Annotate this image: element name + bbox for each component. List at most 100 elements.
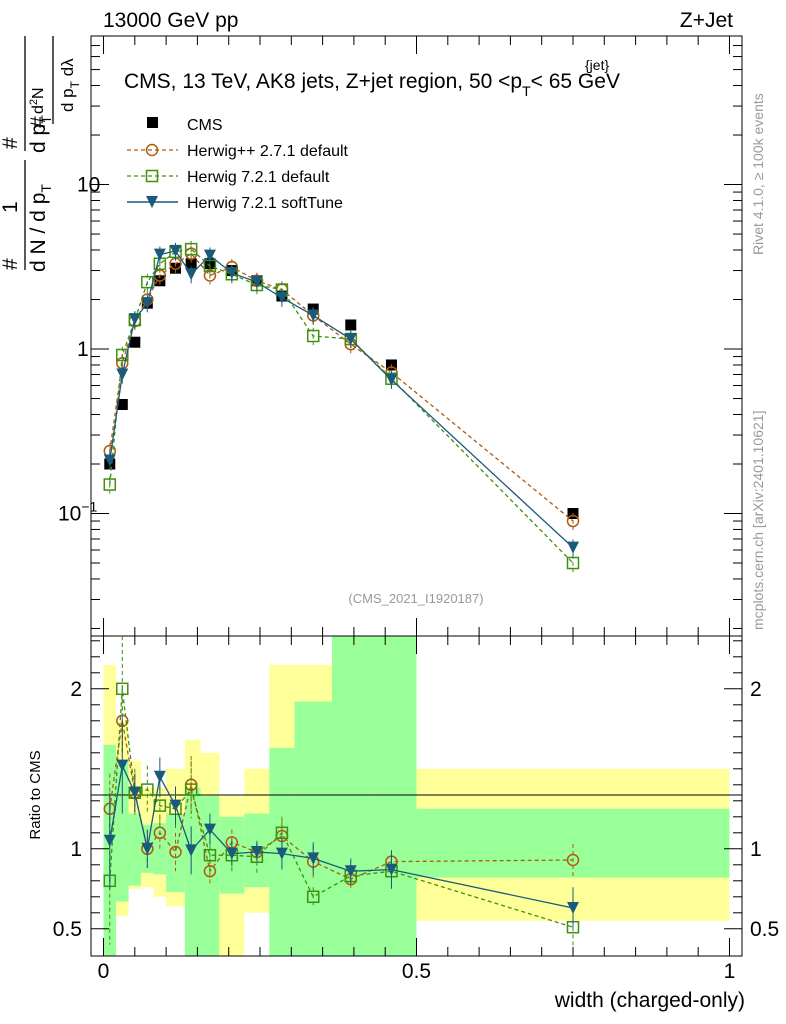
process-label: Z+Jet	[680, 9, 733, 32]
ratio-y-tick-label: 0.5	[53, 918, 82, 941]
herwig-soft-ratio-point	[566, 902, 579, 914]
svg-text:#: #	[0, 258, 22, 270]
herwig-soft-main-point	[566, 541, 579, 554]
herwig-soft-main-point	[225, 266, 238, 279]
ratio-band-inner	[331, 636, 370, 956]
main-y-tick-label: 10	[77, 174, 100, 197]
svg-text:d pT dλ: d pT dλ	[58, 58, 82, 112]
legend-herwig-soft-marker	[146, 196, 158, 208]
ratio-y-tick-label: 2	[750, 678, 762, 701]
herwig-soft-ratio-point	[103, 834, 116, 847]
herwig-soft-main-point	[385, 373, 398, 386]
herwig-soft-main-point	[128, 313, 141, 326]
herwig-soft-main-point	[116, 368, 129, 381]
analysis-tag: (CMS_2021_I1920187)	[348, 591, 483, 606]
herwig-default-ratio-point	[116, 682, 129, 696]
herwigpp-main-point	[566, 514, 580, 528]
herwig-soft-main-line	[109, 250, 574, 549]
ratio-uncertainty-bands	[103, 636, 730, 956]
ratio-x-tick-label: 1	[724, 960, 736, 983]
ratio-y-tick-label: 2	[70, 678, 82, 701]
herwig-soft-main-point	[103, 454, 116, 467]
herwig-soft-ratio-point	[128, 786, 141, 799]
herwig-soft-ratio-point	[275, 847, 288, 860]
herwig-soft-main-point	[307, 309, 320, 322]
ratio-y-label: Ratio to CMS	[27, 750, 44, 839]
svg-text:#: #	[27, 116, 50, 128]
herwig-soft-main-point	[250, 276, 263, 289]
ratio-y-axis: 0.5 0.5 1 1 2 2	[53, 640, 779, 941]
ratio-y-tick-label: 1	[750, 838, 762, 861]
ratio-x-tick-label: 0	[98, 960, 110, 983]
legend-herwigpp-marker	[145, 143, 159, 157]
herwigpp-ratio-point	[153, 826, 167, 840]
svg-text:d2N: d2N	[28, 87, 47, 114]
ratio-x-axis: 0 0.5 1	[98, 636, 736, 983]
herwig-soft-ratio-point	[344, 865, 357, 878]
cms-main-point	[185, 258, 197, 270]
cms-main-point	[129, 336, 141, 348]
cms-main-point	[116, 398, 128, 410]
ratio-band-inner	[184, 788, 201, 956]
herwigpp-main-line	[109, 252, 574, 522]
plot-title-pre: CMS, 13 TeV, AK8 jets, Z+jet region, 50 …	[124, 70, 522, 93]
herwigpp-main-point	[203, 269, 217, 282]
herwig-default-main-line	[109, 248, 574, 564]
cms-main-point	[345, 319, 357, 331]
energy-label: 13000 GeV pp	[103, 9, 238, 32]
herwig-soft-ratio-point	[250, 846, 263, 858]
main-x-ticks	[103, 36, 730, 636]
herwig-soft-ratio-point	[169, 799, 182, 812]
herwig-soft-ratio-point	[307, 852, 320, 865]
herwig-default-ratio-point	[141, 783, 154, 796]
ratio-band-inner	[128, 813, 142, 886]
legend-cms-label: CMS	[187, 117, 223, 134]
plot-title-post: < 65 GeV	[531, 70, 620, 93]
legend-herwig-soft-label: Herwig 7.2.1 softTune	[187, 195, 343, 212]
main-y-tick-label: 1	[77, 338, 89, 361]
herwig-default-main-point	[103, 478, 117, 491]
herwig-soft-main-point	[153, 248, 166, 261]
plot-title-superscript: {jet}	[585, 57, 609, 73]
herwig-soft-ratio-point	[141, 842, 154, 855]
herwig-soft-ratio-point	[203, 823, 216, 836]
herwig-default-main-point	[116, 348, 129, 362]
cms-main-point	[170, 262, 182, 274]
ratio-y-tick-label: 0.5	[750, 918, 779, 941]
x-axis-label: width (charged-only)	[554, 989, 745, 1012]
herwig-default-main-point	[566, 556, 580, 570]
plot-title-sub: T	[522, 83, 531, 99]
herwig-soft-ratio-point	[153, 770, 166, 783]
herwig-soft-main-point	[169, 244, 182, 257]
svg-text:1: 1	[0, 201, 22, 213]
main-series	[103, 241, 580, 573]
ratio-band-inner	[369, 636, 417, 956]
herwig-soft-ratio-point	[185, 844, 198, 857]
herwig-soft-main-point	[344, 333, 357, 346]
ratio-band-inner	[153, 823, 167, 875]
legend-herwigpp-label: Herwig++ 2.7.1 default	[187, 143, 349, 160]
main-y-tick-exponent: −1	[81, 499, 97, 515]
ratio-y-tick-label: 1	[70, 838, 82, 861]
mcplots-label: mcplots.cern.ch [arXiv:2401.10621]	[750, 411, 766, 630]
herwig-default-ratio-point	[306, 890, 320, 904]
ratio-series	[103, 636, 580, 948]
herwigpp-ratio-point	[566, 853, 580, 867]
svg-text:d N / d pT: d N / d pT	[27, 184, 54, 272]
herwig-default-main-point	[184, 242, 198, 256]
herwig-soft-ratio-point	[225, 847, 238, 860]
legend-herwig-default-marker	[145, 169, 159, 183]
herwig-default-main-point	[306, 329, 320, 343]
herwig-soft-main-point	[141, 297, 154, 310]
herwig-soft-ratio-point	[385, 863, 398, 876]
ratio-band-inner	[294, 701, 332, 956]
svg-text:#: #	[0, 137, 22, 149]
herwig-soft-main-point	[203, 249, 216, 262]
main-y-label: # 1 d N / d pT # d pT # d2N d pT dλ	[0, 36, 82, 272]
herwigpp-ratio-point	[169, 845, 182, 859]
herwig-soft-main-point	[185, 268, 198, 281]
herwig-default-ratio-line	[109, 688, 574, 928]
plot-title: CMS, 13 TeV, AK8 jets, Z+jet region, 50 …	[124, 70, 620, 99]
